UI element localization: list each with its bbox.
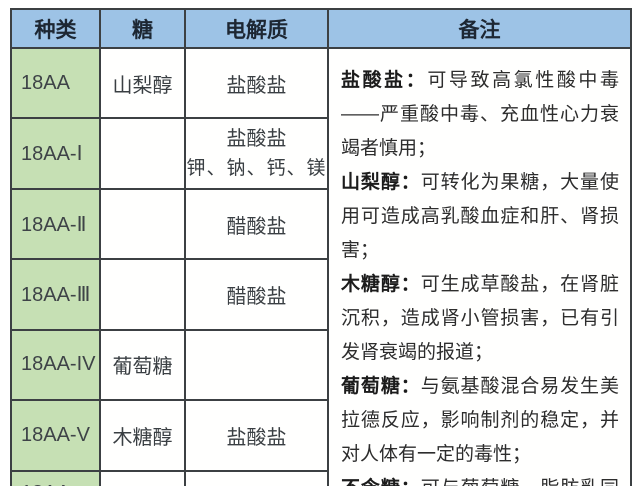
note-text: 可转化为果糖，大量使用可造成高乳酸血症和肝、肾损害； [341, 172, 619, 261]
sugar-cell: 山梨醇 [99, 46, 186, 120]
electrolyte-cell: 盐酸盐 钾、钠、钙、镁 [184, 117, 329, 190]
electrolyte-minerals-line: 钾、钠、钙、镁 [186, 157, 327, 179]
electrolyte-line: 盐酸盐 [226, 127, 287, 150]
type-cell: 18AA-VⅡ [10, 469, 101, 486]
note-text: 可导致高氯性酸中毒——严重酸中毒、充血性心力衰竭者慎用； [341, 70, 619, 159]
sugar-cell [99, 117, 186, 190]
electrolyte-cell [184, 328, 329, 402]
notes-cell: 盐酸盐：可导致高氯性酸中毒——严重酸中毒、充血性心力衰竭者慎用； 山梨醇：可转化… [327, 47, 632, 486]
note-text: 可生成草酸盐，在肾脏沉积，造成肾小管损害，已有引发肾衰竭的报道； [341, 274, 619, 363]
formulation-table: 种类 糖 电解质 备注 18AA 山梨醇 盐酸盐 盐酸盐：可导致高氯性酸中毒——… [10, 8, 632, 486]
note-term: 盐酸盐： [341, 70, 428, 91]
table-row: 18AA 山梨醇 盐酸盐 盐酸盐：可导致高氯性酸中毒——严重酸中毒、充血性心力衰… [10, 46, 632, 486]
sugar-cell: 葡萄糖 [99, 328, 186, 402]
header-electrolyte: 电解质 [184, 8, 329, 49]
table-row: 18AA-Ⅰ 盐酸盐 钾、钠、钙、镁 [10, 117, 631, 190]
table-row: 18AA-V 木糖醇 盐酸盐 [10, 399, 631, 472]
header-sugar: 糖 [99, 8, 186, 49]
note-text: 可与葡萄糖、脂肪乳同时输注，提高氨基酸利用率。 [341, 478, 619, 486]
sugar-cell: 木糖醇 [99, 399, 186, 472]
sugar-cell [99, 187, 186, 261]
table-row: 18AA-Ⅲ 醋酸盐 [10, 258, 631, 331]
type-cell: 18AA [10, 46, 101, 120]
table-row: 18AA-Ⅱ 醋酸盐 [10, 187, 631, 261]
note-item: 不含糖：可与葡萄糖、脂肪乳同时输注，提高氨基酸利用率。 [341, 472, 619, 486]
type-cell: 18AA-IV [10, 328, 101, 402]
note-term: 不含糖： [341, 478, 421, 486]
header-notes: 备注 [327, 8, 632, 49]
type-cell: 18AA-V [10, 399, 101, 472]
header-row: 种类 糖 电解质 备注 [10, 8, 632, 49]
note-item: 山梨醇：可转化为果糖，大量使用可造成高乳酸血症和肝、肾损害； [341, 166, 619, 268]
note-item: 葡萄糖：与氨基酸混合易发生美拉德反应，影响制剂的稳定，并对人体有一定的毒性； [341, 370, 619, 472]
note-term: 山梨醇： [341, 172, 421, 193]
note-item: 盐酸盐：可导致高氯性酸中毒——严重酸中毒、充血性心力衰竭者慎用； [341, 64, 619, 166]
sugar-cell [99, 258, 186, 331]
electrolyte-cell: 醋酸盐 [184, 187, 329, 261]
electrolyte-cell: 醋酸盐 [184, 258, 329, 331]
electrolyte-cell: 盐酸盐 [184, 46, 329, 120]
note-term: 葡萄糖： [341, 376, 421, 397]
note-item: 木糖醇：可生成草酸盐，在肾脏沉积，造成肾小管损害，已有引发肾衰竭的报道； [341, 268, 619, 370]
type-cell: 18AA-Ⅱ [10, 187, 101, 261]
type-cell: 18AA-Ⅲ [10, 258, 101, 331]
sugar-cell [99, 469, 186, 486]
electrolyte-cell: 盐酸盐 [184, 399, 329, 472]
note-term: 木糖醇： [341, 274, 421, 295]
header-type: 种类 [10, 8, 101, 49]
table-row: 18AA-VⅡ 醋酸盐 [10, 469, 631, 486]
type-cell: 18AA-Ⅰ [10, 117, 101, 190]
note-text: 与氨基酸混合易发生美拉德反应，影响制剂的稳定，并对人体有一定的毒性； [341, 376, 619, 465]
electrolyte-cell: 醋酸盐 [184, 469, 329, 486]
table-row: 18AA-IV 葡萄糖 [10, 328, 631, 402]
